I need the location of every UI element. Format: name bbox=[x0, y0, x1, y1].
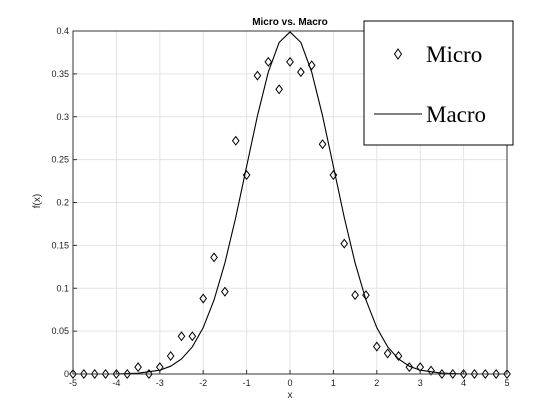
micro-point bbox=[372, 341, 381, 352]
micro-point bbox=[427, 365, 435, 376]
x-tick-label: -3 bbox=[156, 378, 164, 388]
micro-point bbox=[329, 170, 338, 181]
y-tick-label: 0.15 bbox=[51, 240, 69, 250]
micro-point bbox=[166, 350, 175, 362]
micro-point bbox=[90, 368, 99, 380]
micro-point bbox=[340, 238, 349, 249]
y-tick-label: 0.05 bbox=[51, 326, 69, 336]
legend: Micro Macro bbox=[363, 20, 514, 146]
micro-point bbox=[405, 362, 414, 373]
micro-point bbox=[253, 70, 262, 81]
micro-point bbox=[188, 331, 197, 342]
micro-point bbox=[123, 368, 132, 380]
micro-point bbox=[264, 56, 273, 67]
y-tick-label: 0.3 bbox=[56, 112, 69, 122]
macro-series bbox=[73, 31, 507, 375]
micro-point bbox=[438, 368, 446, 380]
legend-micro-marker bbox=[393, 48, 403, 60]
micro-point bbox=[275, 84, 283, 95]
x-tick-label: 3 bbox=[418, 378, 423, 388]
y-tick-label: 0.35 bbox=[51, 69, 69, 79]
micro-point bbox=[80, 368, 88, 380]
micro-point bbox=[177, 331, 186, 342]
plot-frame bbox=[72, 30, 508, 375]
micro-point bbox=[481, 368, 490, 380]
x-tick-label: -5 bbox=[69, 378, 77, 388]
tick-labels: -5 -4 -3 -2 -1 0 1 2 3 4 5 0 0.05 0.1 0.15 0.2 0.25 0.3 0.… bbox=[51, 26, 509, 388]
micro-point bbox=[318, 139, 327, 150]
y-tick-label: 0 bbox=[64, 369, 69, 379]
x-tick-label: 1 bbox=[331, 378, 336, 388]
legend-macro-label: Macro bbox=[426, 102, 486, 127]
micro-point bbox=[101, 368, 110, 380]
micro-point bbox=[112, 368, 121, 380]
chart-title: Micro vs. Macro bbox=[252, 17, 328, 28]
micro-point bbox=[134, 362, 142, 373]
micro-point bbox=[286, 56, 294, 67]
y-tick-label: 0.1 bbox=[56, 283, 69, 293]
legend-micro-label: Micro bbox=[426, 42, 482, 67]
micro-point bbox=[470, 368, 479, 380]
legend-box bbox=[363, 20, 514, 146]
micro-point bbox=[503, 368, 511, 380]
micro-point bbox=[231, 135, 240, 146]
x-tick-label: 0 bbox=[287, 378, 292, 388]
micro-point bbox=[383, 348, 392, 359]
micro-point bbox=[199, 293, 208, 304]
micro-point bbox=[210, 252, 218, 263]
micro-point bbox=[459, 368, 468, 380]
micro-point bbox=[297, 67, 305, 78]
macro-line bbox=[73, 31, 507, 375]
micro-point bbox=[242, 170, 251, 181]
y-tick-label: 0.2 bbox=[56, 198, 69, 208]
x-tick-label: 4 bbox=[461, 378, 466, 388]
micro-point bbox=[221, 286, 229, 297]
micro-point bbox=[394, 350, 403, 362]
micro-point bbox=[307, 60, 316, 71]
x-axis-label: x bbox=[288, 390, 293, 401]
y-tick-label: 0.25 bbox=[51, 155, 69, 165]
x-tick-label: -4 bbox=[112, 378, 120, 388]
x-tick-label: 5 bbox=[504, 378, 509, 388]
y-tick-label: 0.4 bbox=[56, 26, 69, 36]
micro-point bbox=[69, 368, 77, 380]
micro-point bbox=[145, 368, 153, 380]
x-tick-label: -2 bbox=[199, 378, 207, 388]
x-tick-label: 2 bbox=[374, 378, 379, 388]
micro-point bbox=[448, 368, 457, 380]
micro-point bbox=[492, 368, 500, 380]
axes bbox=[72, 30, 508, 375]
micro-point bbox=[362, 290, 370, 301]
x-tick-label: -1 bbox=[243, 378, 251, 388]
y-axis-label: f(x) bbox=[32, 194, 43, 208]
micro-series bbox=[69, 56, 511, 380]
micro-point bbox=[351, 290, 359, 301]
